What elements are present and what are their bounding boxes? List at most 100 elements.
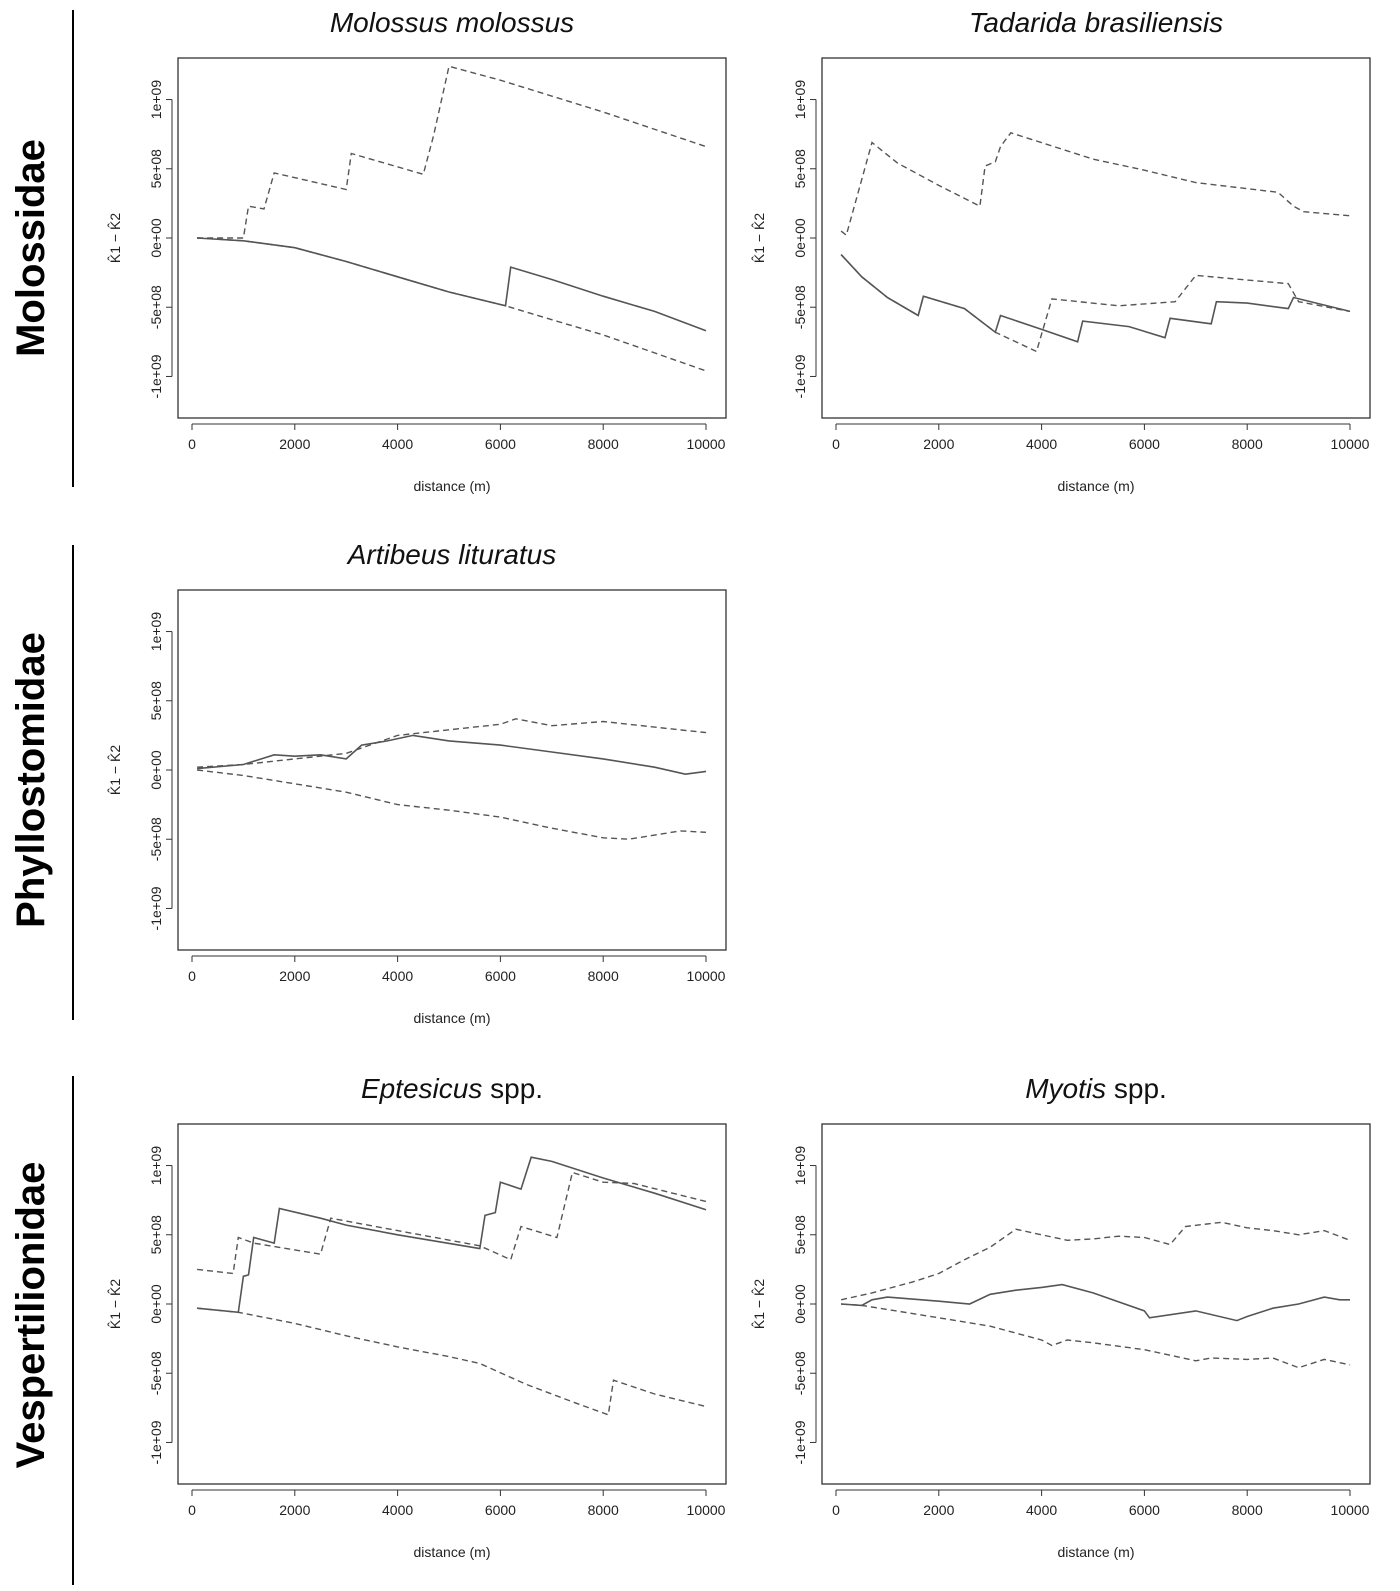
chart-title-italic: Eptesicus — [361, 1073, 482, 1104]
y-tick-label: 1e+09 — [792, 1146, 808, 1186]
x-tick-label: 0 — [188, 968, 196, 984]
x-tick-label: 4000 — [1026, 436, 1057, 452]
x-tick-label: 10000 — [687, 436, 726, 452]
chart-title-italic: Artibeus lituratus — [346, 539, 557, 570]
chart-title: Artibeus lituratus — [346, 539, 557, 570]
series-line-upper-envelope — [197, 1171, 707, 1275]
y-tick-label: -5e+08 — [148, 817, 164, 861]
family-label-molossidae: Molossidae — [9, 139, 53, 357]
series-line-observed — [197, 734, 707, 776]
chart-title: Molossus molossus — [330, 7, 574, 38]
x-tick-label: 0 — [832, 436, 840, 452]
y-tick-label: 0e+00 — [792, 1284, 808, 1324]
y-tick-label: 5e+08 — [148, 149, 164, 189]
series-line-lower-envelope — [840, 254, 1351, 353]
x-axis-label: distance (m) — [1057, 1544, 1134, 1560]
y-tick-label: -5e+08 — [148, 1351, 164, 1395]
chart-panel: Artibeus lituratus 0 2000 4000 6000 8000 10000… — [107, 539, 727, 1026]
y-tick-label: -1e+09 — [148, 886, 164, 930]
x-tick-label: 2000 — [279, 968, 310, 984]
x-tick-label: 6000 — [1129, 1502, 1160, 1518]
x-tick-label: 10000 — [1331, 436, 1370, 452]
chart-title-plain: spp. — [1106, 1073, 1167, 1104]
y-tick-label: -1e+09 — [148, 354, 164, 398]
y-tick-label: -1e+09 — [148, 1420, 164, 1464]
x-tick-label: 6000 — [1129, 436, 1160, 452]
family-label-vespertilionidae: Vespertilionidae — [9, 1162, 53, 1469]
x-tick-label: 2000 — [279, 436, 310, 452]
plot-frame — [177, 57, 727, 419]
x-tick-label: 6000 — [485, 1502, 516, 1518]
series-line-lower-envelope — [841, 1303, 1351, 1369]
y-tick-label: 5e+08 — [792, 1215, 808, 1255]
x-tick-label: 4000 — [382, 1502, 413, 1518]
family-label-phyllostomidae: Phyllostomidae — [9, 632, 53, 928]
x-tick-label: 8000 — [588, 968, 619, 984]
y-axis-label: K̂1 − K̂2 — [751, 213, 767, 263]
series-line-observed — [197, 1156, 707, 1314]
series-line-observed — [840, 254, 1351, 343]
series-line-upper-envelope — [197, 65, 707, 239]
y-tick-label: 0e+00 — [148, 750, 164, 790]
series-line-lower-envelope — [197, 237, 707, 372]
x-axis-label: distance (m) — [413, 1544, 490, 1560]
x-tick-label: 8000 — [1232, 1502, 1263, 1518]
y-tick-label: 5e+08 — [148, 1215, 164, 1255]
x-tick-label: 8000 — [588, 436, 619, 452]
x-tick-label: 0 — [832, 1502, 840, 1518]
x-tick-label: 0 — [188, 1502, 196, 1518]
x-tick-label: 6000 — [485, 436, 516, 452]
chart-title: Eptesicus spp. — [361, 1073, 543, 1104]
y-axis-label: K̂1 − K̂2 — [107, 745, 123, 795]
y-tick-label: 1e+09 — [148, 1146, 164, 1186]
x-tick-label: 2000 — [279, 1502, 310, 1518]
series-line-observed — [197, 237, 707, 332]
plot-frame — [177, 1123, 727, 1485]
chart-panels: Molossus molossus 0 2000 4000 6000 8000 10000 -… — [107, 7, 1371, 1560]
series-line-lower-envelope — [197, 769, 707, 840]
y-tick-label: 0e+00 — [148, 218, 164, 258]
x-tick-label: 10000 — [687, 1502, 726, 1518]
y-tick-label: 5e+08 — [792, 149, 808, 189]
x-tick-label: 10000 — [1331, 1502, 1370, 1518]
y-tick-label: -1e+09 — [792, 1420, 808, 1464]
y-axis-label: K̂1 − K̂2 — [107, 1279, 123, 1329]
chart-panel: Molossus molossus 0 2000 4000 6000 8000 10000 -… — [107, 7, 727, 494]
y-tick-label: -1e+09 — [792, 354, 808, 398]
x-axis-label: distance (m) — [413, 478, 490, 494]
y-tick-label: 5e+08 — [148, 681, 164, 721]
chart-panel: Tadarida brasiliensis 0 2000 4000 6000 8000 10… — [751, 7, 1371, 494]
chart-title-plain: spp. — [482, 1073, 543, 1104]
x-tick-label: 8000 — [1232, 436, 1263, 452]
x-tick-label: 10000 — [687, 968, 726, 984]
plot-frame — [821, 1123, 1371, 1485]
x-axis-label: distance (m) — [413, 1010, 490, 1026]
plot-frame — [821, 57, 1371, 419]
y-tick-label: 0e+00 — [792, 218, 808, 258]
series-line-lower-envelope — [197, 1307, 707, 1416]
y-tick-label: -5e+08 — [148, 285, 164, 329]
x-tick-label: 2000 — [923, 1502, 954, 1518]
chart-title: Myotis spp. — [1025, 1073, 1167, 1104]
series-line-upper-envelope — [840, 131, 1351, 237]
x-tick-label: 0 — [188, 436, 196, 452]
x-tick-label: 4000 — [382, 436, 413, 452]
y-axis-label: K̂1 − K̂2 — [751, 1279, 767, 1329]
chart-title-italic: Myotis — [1025, 1073, 1106, 1104]
plot-frame — [177, 589, 727, 951]
x-tick-label: 8000 — [588, 1502, 619, 1518]
series-line-upper-envelope — [197, 718, 707, 768]
series-line-observed — [841, 1283, 1350, 1322]
x-tick-label: 4000 — [382, 968, 413, 984]
y-tick-label: -5e+08 — [792, 1351, 808, 1395]
chart-title-italic: Molossus molossus — [330, 7, 574, 38]
y-tick-label: 1e+09 — [792, 80, 808, 120]
y-tick-label: 1e+09 — [148, 80, 164, 120]
series-line-upper-envelope — [840, 1221, 1351, 1301]
x-axis-label: distance (m) — [1057, 478, 1134, 494]
y-tick-label: -5e+08 — [792, 285, 808, 329]
y-tick-label: 0e+00 — [148, 1284, 164, 1324]
y-tick-label: 1e+09 — [148, 612, 164, 652]
chart-title: Tadarida brasiliensis — [969, 7, 1223, 38]
